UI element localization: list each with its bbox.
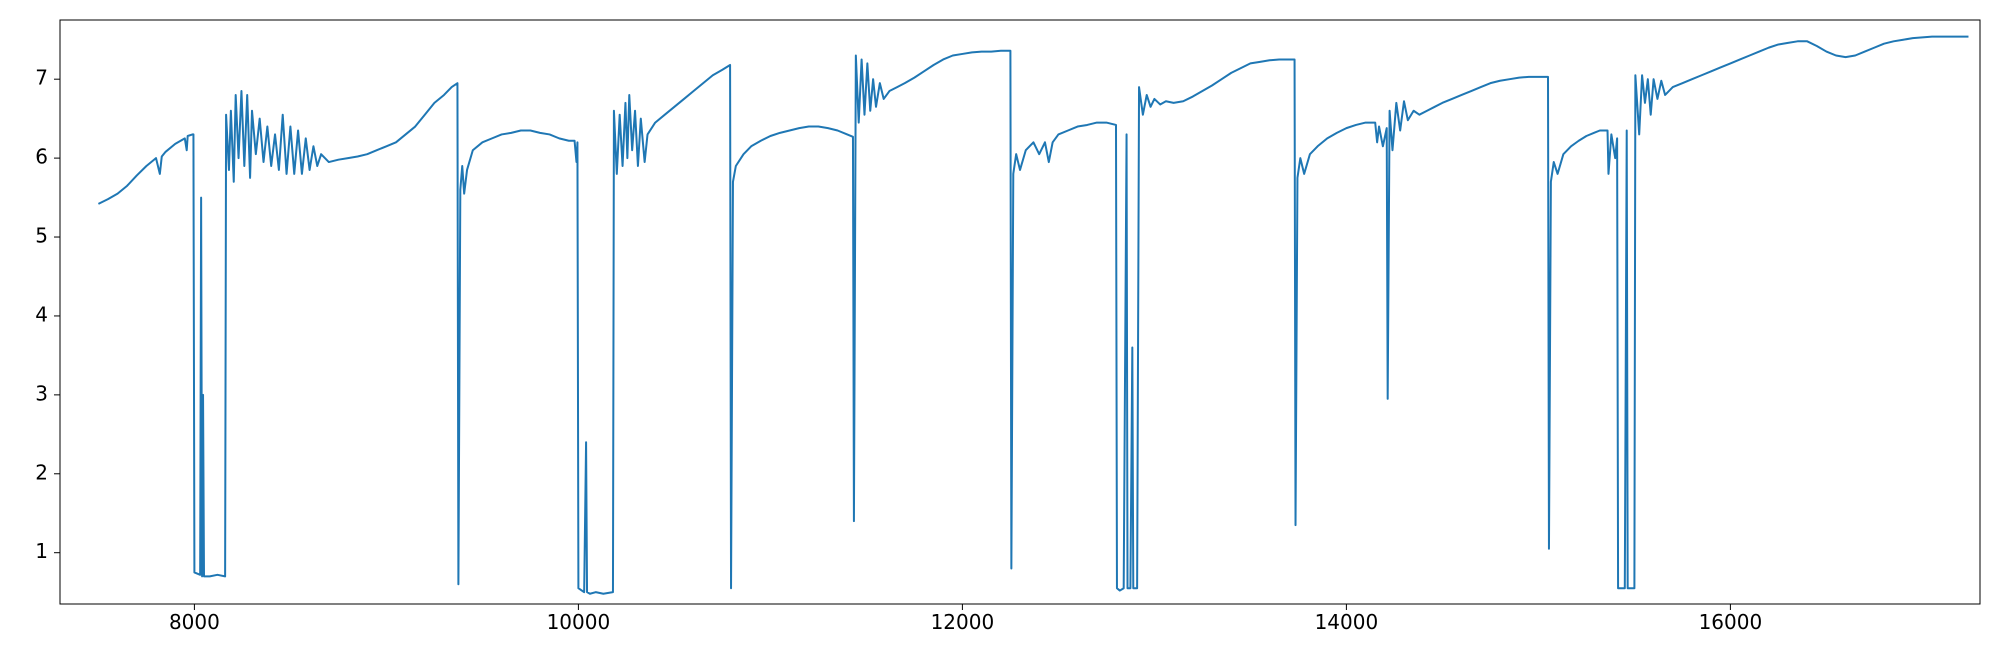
y-tick-label: 6	[35, 145, 48, 169]
line-chart: 8000 10000 12000 14000 16000 1 2 3 4 5 6 7	[0, 0, 2000, 664]
x-tick-label: 8000	[169, 610, 220, 634]
x-tick-label: 14000	[1315, 610, 1379, 634]
x-tick-label: 12000	[931, 610, 995, 634]
y-tick-label: 2	[35, 460, 48, 484]
y-tick-label: 1	[35, 539, 48, 563]
y-tick-label: 5	[35, 224, 48, 248]
x-tick-label: 16000	[1699, 610, 1763, 634]
chart-container: 8000 10000 12000 14000 16000 1 2 3 4 5 6 7	[0, 0, 2000, 664]
y-tick-label: 3	[35, 381, 48, 405]
y-tick-label: 7	[35, 66, 48, 90]
y-tick-label: 4	[35, 302, 48, 326]
chart-background	[0, 0, 2000, 664]
x-tick-label: 10000	[547, 610, 611, 634]
